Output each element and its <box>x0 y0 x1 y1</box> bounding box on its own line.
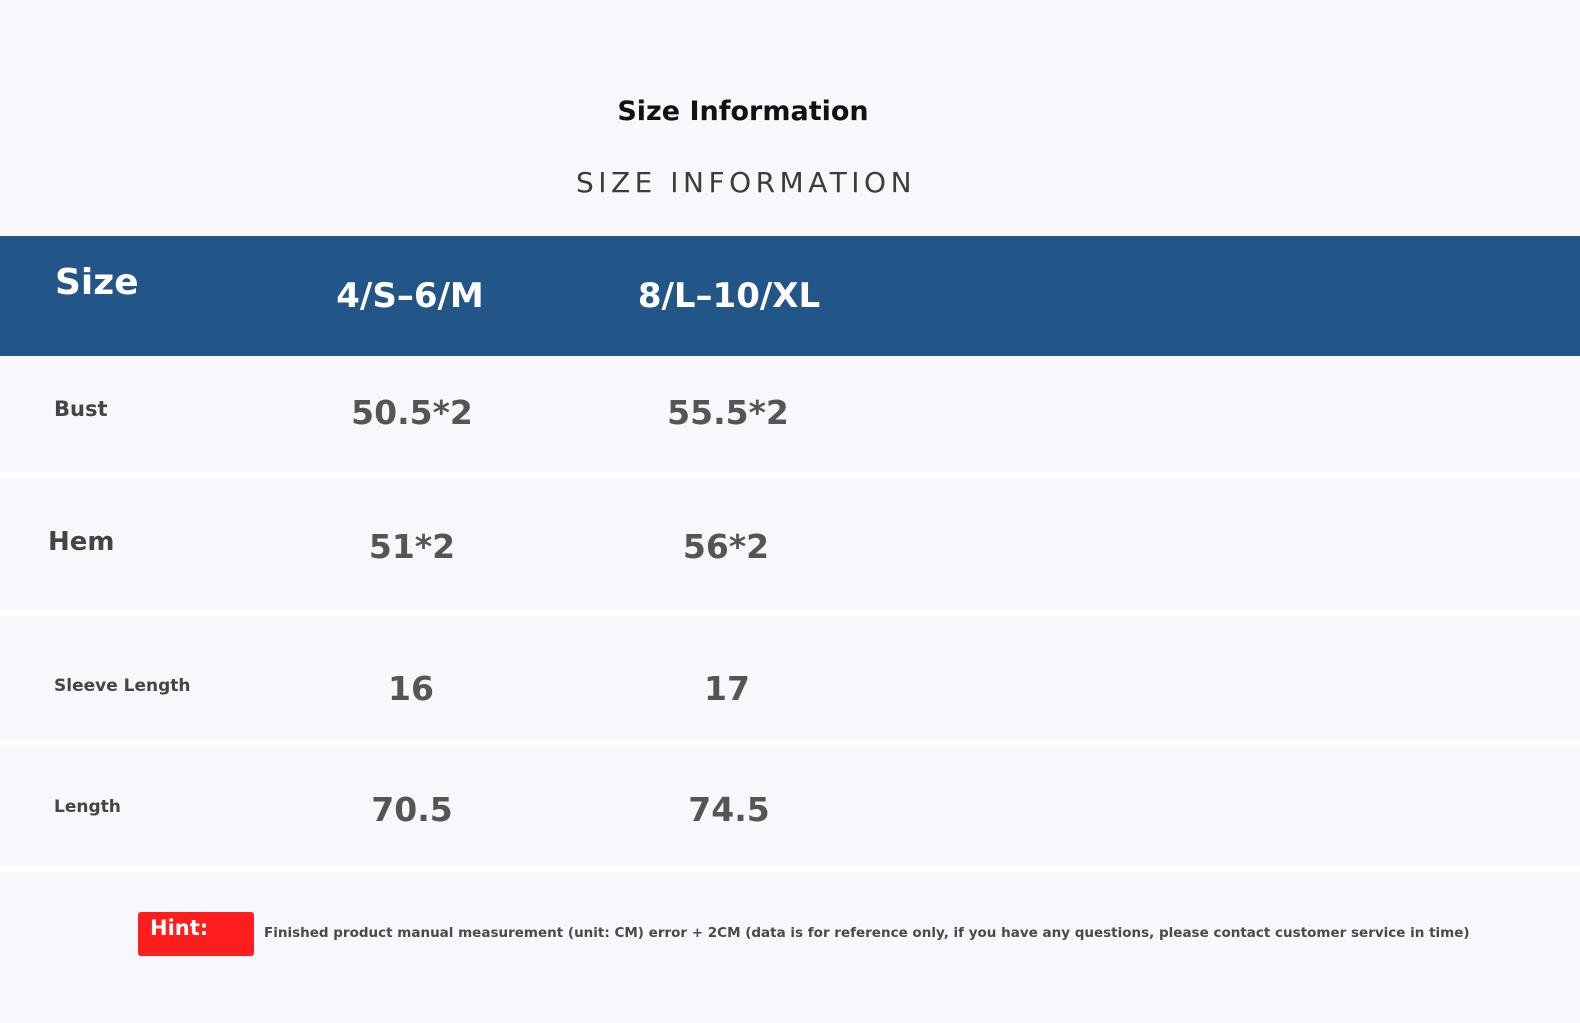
page-subtitle: SIZE INFORMATION <box>575 166 917 199</box>
row-divider <box>0 739 1580 745</box>
row-value: 55.5*2 <box>667 393 789 432</box>
row-label: Hem <box>48 527 115 557</box>
hint-text: Finished product manual measurement (uni… <box>264 925 1470 941</box>
table-header <box>0 236 1580 356</box>
row-value: 70.5 <box>371 790 453 829</box>
row-label: Length <box>54 797 121 817</box>
row-divider <box>0 472 1580 478</box>
page-title: Size Information <box>617 96 869 127</box>
hint-badge: Hint: <box>138 912 254 956</box>
header-column-size-small-medium: 4/S–6/M <box>336 276 484 316</box>
row-value: 74.5 <box>688 790 770 829</box>
row-value: 51*2 <box>368 527 456 566</box>
row-label: Bust <box>54 397 108 421</box>
row-label: Sleeve Length <box>54 676 191 696</box>
header-size-label: Size <box>55 262 139 303</box>
row-value: 16 <box>388 669 434 708</box>
hint-label: Hint: <box>150 916 209 940</box>
row-value: 50.5*2 <box>351 393 473 432</box>
row-divider <box>0 866 1580 872</box>
header-column-size-large-xl: 8/L–10/XL <box>637 276 821 316</box>
row-divider <box>0 610 1580 616</box>
row-value: 17 <box>704 669 750 708</box>
row-value: 56*2 <box>682 527 770 566</box>
